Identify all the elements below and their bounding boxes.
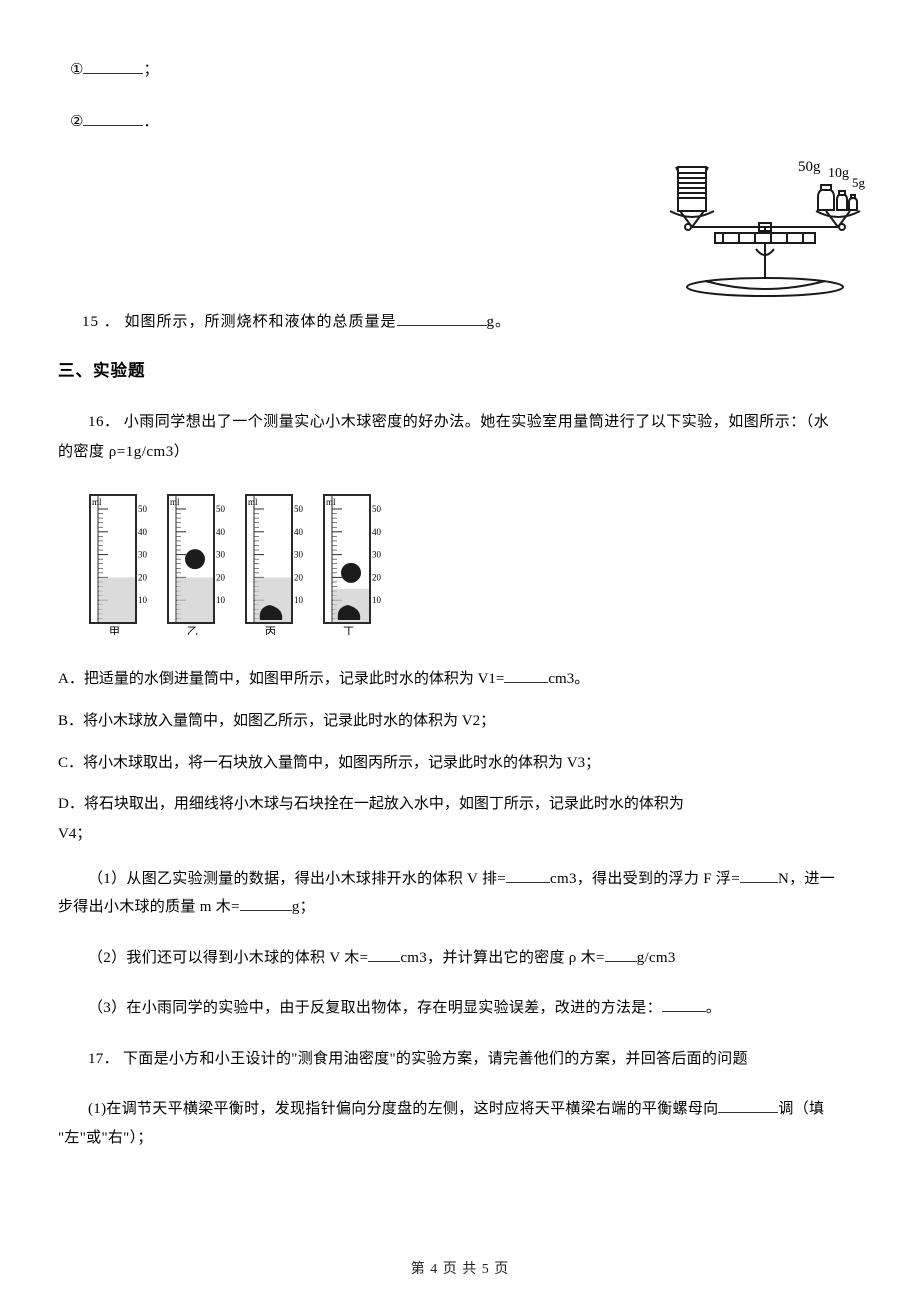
q16-optB: B．将小木球放入量筒中，如图乙所示，记录此时水的体积为 V2； (58, 708, 862, 736)
svg-text:ml: ml (248, 497, 258, 507)
question-17: 17． 下面是小方和小王设计的"测食用油密度"的实验方案，请完善他们的方案，并回… (58, 1045, 862, 1153)
svg-text:ml: ml (326, 497, 336, 507)
svg-text:20: 20 (294, 572, 304, 582)
q15-pre: 如图所示，所测烧杯和液体的总质量是 (125, 314, 397, 330)
q16-p1-blank1 (506, 882, 550, 883)
q15-post: g。 (487, 314, 512, 330)
svg-text:30: 30 (138, 550, 148, 560)
svg-text:20: 20 (372, 572, 382, 582)
q14-l1-prefix: ① (70, 62, 83, 78)
q16-optA-blank (504, 682, 548, 683)
q16-p1: （1）从图乙实验测量的数据，得出小木球排开水的体积 V 排= cm3，得出受到的浮… (58, 865, 862, 922)
svg-text:50: 50 (372, 504, 382, 514)
svg-text:30: 30 (294, 550, 304, 560)
svg-text:50: 50 (138, 504, 148, 514)
svg-text:ml: ml (170, 497, 180, 507)
svg-text:10: 10 (216, 595, 226, 605)
q16-intro: 16． 小雨同学想出了一个测量实心小木球密度的好办法。她在实验室用量筒进行了以下… (58, 407, 862, 467)
q16-p3-a: （3）在小雨同学的实验中，由于反复取出物体，存在明显实验误差，改进的方法是： (88, 1000, 662, 1016)
q17-p1-blank (718, 1112, 778, 1113)
q17-intro-text: 下面是小方和小王设计的"测食用油密度"的实验方案，请完善他们的方案，并回答后面的… (123, 1051, 748, 1067)
svg-text:50: 50 (294, 504, 304, 514)
svg-text:20: 20 (216, 572, 226, 582)
svg-text:10: 10 (294, 595, 304, 605)
q16-optC: C．将小木球取出，将一石块放入量筒中，如图丙所示，记录此时水的体积为 V3； (58, 750, 862, 778)
weight-label-5g: 5g (852, 175, 866, 190)
q16-options: A．把适量的水倒进量筒中，如图甲所示，记录此时水的体积为 V1= cm3。 B．将… (58, 666, 862, 849)
weight-label-50g: 50g (798, 159, 821, 175)
q17-dot: ． (104, 1051, 119, 1067)
q16-p1-c: N，进一 (778, 871, 835, 887)
balance-scale-figure: 50g 10g 5g (660, 149, 870, 299)
q14-line-2: ②． (70, 107, 862, 137)
q16-intro-l2: 的密度 ρ=1g/cm3） (58, 437, 862, 467)
q14-l2-blank (83, 125, 143, 126)
q16-p1-a: （1）从图乙实验测量的数据，得出小木球排开水的体积 V 排= (88, 871, 506, 887)
svg-text:40: 40 (294, 527, 304, 537)
q16-p1-l2b: g； (292, 899, 315, 915)
section-3-heading: 三、实验题 (58, 357, 862, 381)
svg-text:甲: 甲 (109, 626, 120, 635)
q16-optA-pre: A．把适量的水倒进量筒中，如图甲所示，记录此时水的体积为 V1= (58, 671, 504, 687)
svg-text:40: 40 (372, 527, 382, 537)
q16-p1-blank2 (740, 882, 778, 883)
q16-intro-a: 小雨同学想出了一个测量实心小木球密度的好办法。她在实验室用量筒进行了以下实验，如… (124, 414, 830, 430)
q16-intro-l1: 16． 小雨同学想出了一个测量实心小木球密度的好办法。她在实验室用量筒进行了以下… (58, 407, 862, 437)
q14-l2-prefix: ② (70, 114, 83, 130)
svg-text:20: 20 (138, 572, 148, 582)
svg-text:50: 50 (216, 504, 226, 514)
q14-line-1: ①； (70, 55, 862, 85)
page-footer: 第 4 页 共 5 页 (0, 1258, 920, 1278)
svg-text:丁: 丁 (343, 626, 354, 635)
q16-p2-blank1 (368, 961, 400, 962)
svg-text:40: 40 (216, 527, 226, 537)
svg-text:40: 40 (138, 527, 148, 537)
q17-p1-b: 调（填 (778, 1101, 824, 1117)
q17-p1-l1: (1)在调节天平横梁平衡时，发现指针偏向分度盘的左侧，这时应将天平横梁右端的平衡… (58, 1095, 862, 1124)
q16-p1-l2: 步得出小木球的质量 m 木= g； (58, 893, 862, 922)
q16-p3-blank (662, 1011, 706, 1012)
svg-text:丙: 丙 (265, 626, 276, 635)
q15-blank (397, 312, 487, 326)
q16-optA-post: cm3。 (548, 671, 589, 687)
q16-p2: （2）我们还可以得到小木球的体积 V 木= cm3，并计算出它的密度 ρ 木= g/… (58, 944, 862, 973)
q16-optD-l2: V4； (58, 821, 862, 849)
q16-p3: （3）在小雨同学的实验中，由于反复取出物体，存在明显实验误差，改进的方法是： 。 (58, 994, 862, 1023)
q16-number: 16 (88, 414, 104, 430)
q17-p1: (1)在调节天平横梁平衡时，发现指针偏向分度盘的左侧，这时应将天平横梁右端的平衡… (58, 1095, 862, 1152)
svg-text:10: 10 (372, 595, 382, 605)
q16-optA: A．把适量的水倒进量筒中，如图甲所示，记录此时水的体积为 V1= cm3。 (58, 666, 862, 694)
q17-p1-a: (1)在调节天平横梁平衡时，发现指针偏向分度盘的左侧，这时应将天平横梁右端的平衡… (88, 1101, 718, 1117)
q16-p1-l1: （1）从图乙实验测量的数据，得出小木球排开水的体积 V 排= cm3，得出受到的浮… (58, 865, 862, 894)
svg-text:乙: 乙 (187, 625, 198, 635)
q16-p2-c: g/cm3 (637, 950, 676, 966)
q17-intro: 17． 下面是小方和小王设计的"测食用油密度"的实验方案，请完善他们的方案，并回… (58, 1045, 862, 1074)
q16-p2-b: cm3，并计算出它的密度 ρ 木= (400, 950, 604, 966)
q15-number: 15 (82, 314, 99, 330)
q14-l1-blank (83, 73, 143, 74)
question-15: 50g 10g 5g 15 ． 如图所示，所测烧杯和液体的总质量是g。 (58, 159, 862, 339)
svg-text:30: 30 (216, 550, 226, 560)
q15-dot: ． (104, 314, 120, 330)
q16-p1-l2a: 步得出小木球的质量 m 木= (58, 899, 240, 915)
q16-p2-blank2 (605, 961, 637, 962)
q16-dot: ． (104, 414, 120, 430)
q14-l1-suffix: ； (143, 62, 158, 78)
q16-optD-l1: D．将石块取出，用细线将小木球与石块拴在一起放入水中，如图丁所示，记录此时水的体… (58, 791, 862, 819)
svg-text:10: 10 (138, 595, 148, 605)
q16-p2-a: （2）我们还可以得到小木球的体积 V 木= (88, 950, 368, 966)
svg-text:30: 30 (372, 550, 382, 560)
q17-number: 17 (88, 1051, 104, 1067)
question-16: 16． 小雨同学想出了一个测量实心小木球密度的好办法。她在实验室用量筒进行了以下… (58, 407, 862, 1023)
weight-label-10g: 10g (828, 166, 849, 181)
svg-text:ml: ml (92, 497, 102, 507)
q15-text: 15 ． 如图所示，所测烧杯和液体的总质量是 g。 (82, 310, 511, 331)
q16-p3-b: 。 (706, 1000, 721, 1016)
q16-p1-blank3 (240, 910, 292, 911)
cylinder-figure: 10 20 30 40 50 ml 甲 10 20 30 40 50 ml 乙 10 20 30 40 50 ml 丙 1… (80, 485, 400, 635)
q14-l2-suffix: ． (143, 114, 158, 130)
question-14-remnant: ①； ②． (58, 55, 862, 137)
q16-p1-b: cm3，得出受到的浮力 F 浮= (550, 871, 740, 887)
q17-p1-l2: "左"或"右"）； (58, 1124, 862, 1153)
